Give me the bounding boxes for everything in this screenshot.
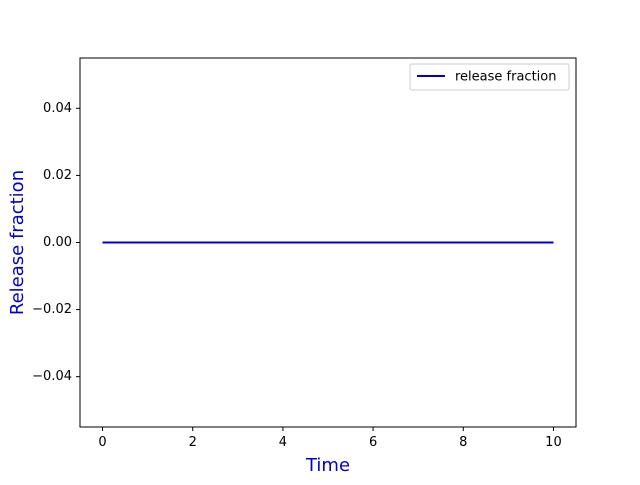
x-tick-label: 10 — [545, 435, 562, 450]
legend-entry-release-fraction: release fraction — [455, 70, 556, 85]
y-axis-label: Release fraction — [7, 170, 28, 315]
y-tick-label: −0.04 — [32, 369, 72, 384]
x-tick-label: 0 — [98, 435, 106, 450]
x-tick-label: 2 — [189, 435, 197, 450]
legend: release fraction — [409, 63, 570, 91]
y-tick-label: 0.02 — [43, 168, 72, 183]
plot-frame — [79, 57, 577, 428]
x-tick-label: 6 — [369, 435, 377, 450]
y-tick-label: −0.02 — [32, 302, 72, 317]
legend-box — [409, 63, 570, 91]
y-tick-label: 0.00 — [43, 235, 72, 250]
x-tick-label: 4 — [279, 435, 287, 450]
y-tick-label: 0.04 — [43, 101, 72, 116]
x-axis-label: Time — [305, 455, 350, 476]
ticks-layer: 0 2 4 6 8 10 −0.04 −0.02 0.00 0.02 0.04 — [32, 101, 562, 450]
x-tick-label: 8 — [459, 435, 467, 450]
